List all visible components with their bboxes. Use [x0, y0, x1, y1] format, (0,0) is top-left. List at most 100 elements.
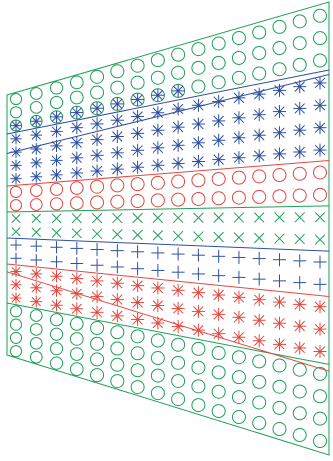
x-marker: [213, 212, 224, 223]
asterisk-marker: [272, 316, 286, 330]
plus-marker: [90, 258, 104, 272]
circle-marker: [90, 352, 105, 367]
circle-marker: [150, 351, 165, 366]
plus-marker: [110, 244, 124, 258]
circle-marker: [110, 341, 125, 356]
circle-marker: [272, 19, 287, 34]
circle-marker: [211, 384, 226, 399]
plus-marker: [30, 240, 43, 252]
circle-marker: [9, 305, 23, 318]
circle-marker: [211, 365, 226, 380]
circle-marker: [191, 60, 206, 75]
circle-marker: [211, 346, 226, 361]
asterisk-marker: [171, 283, 185, 297]
circle-marker: [29, 336, 43, 350]
circle-marker: [69, 317, 84, 331]
plus-marker: [293, 254, 307, 268]
circle-marker: [49, 81, 64, 95]
plus-marker: [232, 270, 246, 284]
circle-marker: [110, 325, 125, 340]
asterisk-marker: [252, 293, 266, 307]
plus-marker: [50, 241, 63, 254]
circle-marker: [69, 90, 84, 105]
asterisk-marker: [232, 330, 246, 344]
plus-marker: [212, 269, 226, 283]
asterisk-marker: [50, 125, 63, 138]
circle-marker: [292, 57, 307, 72]
asterisk-marker: [151, 141, 165, 155]
circle-marker: [130, 346, 145, 361]
circle-marker: [110, 64, 125, 79]
asterisk-marker: [10, 146, 22, 158]
x-marker: [91, 228, 103, 240]
asterisk-marker: [313, 98, 327, 112]
circle-marker: [9, 318, 23, 331]
x-marker: [152, 212, 164, 224]
x-marker: [71, 228, 82, 239]
asterisk-marker: [232, 111, 246, 125]
x-marker: [314, 234, 326, 245]
x-marker: [274, 212, 285, 223]
plus-marker: [171, 265, 185, 279]
circle-marker: [130, 58, 145, 73]
circle-marker: [252, 25, 267, 40]
asterisk-marker: [90, 305, 104, 319]
asterisk-marker: [10, 279, 22, 291]
circle-marker: [191, 379, 206, 394]
asterisk-marker: [313, 143, 327, 157]
circle-marker: [29, 350, 43, 364]
asterisk-marker: [191, 304, 205, 318]
asterisk-marker: [30, 281, 43, 294]
asterisk-marker: [110, 293, 124, 307]
circle-marker: [231, 350, 246, 365]
x-marker: [132, 212, 143, 224]
plus-marker: [272, 253, 286, 267]
circle-marker: [9, 331, 23, 344]
circle-marker: [191, 360, 206, 375]
asterisk-marker: [110, 162, 124, 176]
asterisk-marker: [252, 334, 266, 348]
circle-marker: [313, 8, 327, 23]
asterisk-marker: [191, 117, 205, 131]
circle-marker: [69, 181, 84, 195]
x-marker: [274, 233, 285, 244]
circle-marker: [130, 92, 145, 107]
asterisk-marker: [90, 164, 104, 178]
circle-marker: [171, 355, 186, 370]
asterisk-marker: [252, 313, 266, 327]
plus-marker: [293, 276, 307, 290]
trapezoid-outline: [6, 1, 330, 456]
circle-marker: [231, 370, 246, 385]
circle-marker: [292, 406, 307, 421]
circle-marker: [292, 166, 307, 181]
circle-marker: [130, 75, 145, 90]
asterisk-marker: [30, 295, 43, 308]
band-boundary-line: [6, 302, 330, 365]
asterisk-marker: [191, 136, 205, 150]
asterisk-marker: [90, 133, 104, 147]
circle-marker: [171, 392, 186, 407]
circle-marker: [211, 36, 226, 51]
asterisk-marker: [191, 323, 205, 337]
circle-marker: [313, 366, 327, 381]
circle-marker: [150, 175, 165, 190]
asterisk-marker: [151, 123, 165, 137]
asterisk-marker: [293, 145, 307, 159]
circle-marker: [69, 105, 84, 120]
circle-marker: [252, 169, 267, 184]
asterisk-marker: [90, 274, 104, 288]
asterisk-marker: [232, 151, 246, 165]
x-marker: [71, 213, 82, 224]
plus-marker: [10, 252, 22, 264]
plus-marker: [313, 277, 327, 291]
asterisk-marker: [50, 154, 63, 167]
plus-marker: [10, 239, 22, 251]
circle-marker: [150, 88, 165, 103]
circle-marker: [110, 357, 125, 372]
circle-marker: [90, 195, 105, 210]
plus-marker: [272, 274, 286, 288]
plus-marker: [151, 246, 165, 260]
asterisk-marker: [10, 133, 22, 145]
asterisk-marker: [131, 279, 145, 293]
asterisk-marker: [313, 76, 327, 90]
